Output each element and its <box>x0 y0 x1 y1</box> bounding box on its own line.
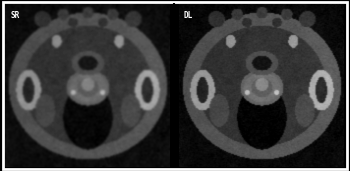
Text: DL: DL <box>183 11 193 20</box>
Text: SR: SR <box>10 11 20 20</box>
